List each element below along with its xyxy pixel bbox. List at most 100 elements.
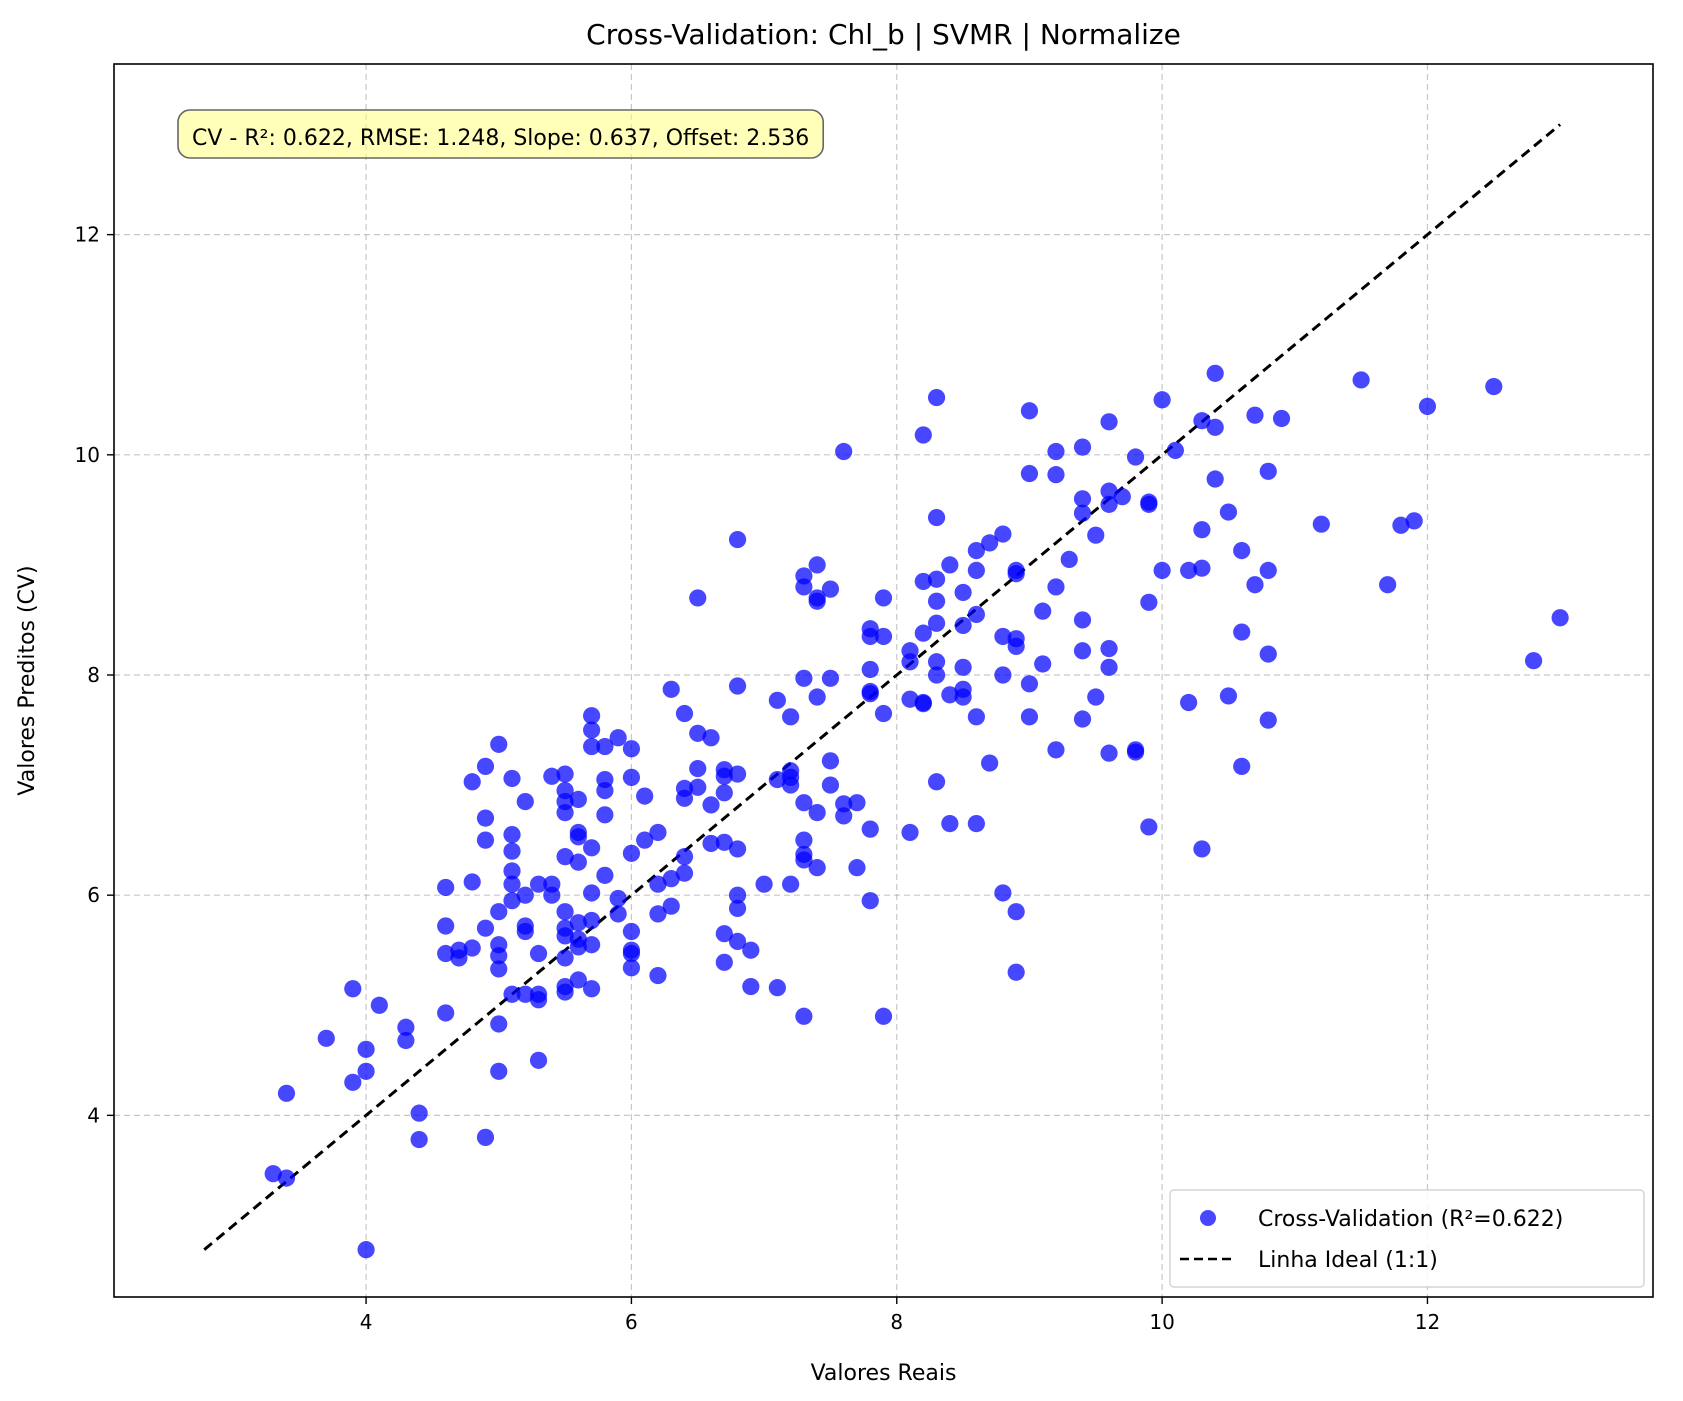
- data-point: [1153, 391, 1171, 409]
- data-point: [742, 941, 760, 959]
- data-point: [914, 426, 932, 444]
- data-point: [1073, 504, 1092, 522]
- data-point: [1193, 840, 1211, 858]
- data-point: [490, 1062, 508, 1080]
- data-point: [1060, 550, 1078, 569]
- data-point: [529, 875, 548, 893]
- legend-marker-scatter: [1200, 1210, 1216, 1226]
- data-point: [994, 525, 1012, 543]
- data-point: [583, 936, 601, 954]
- data-point: [437, 1004, 455, 1022]
- data-point: [556, 983, 574, 1001]
- data-point: [1007, 903, 1025, 921]
- data-point: [1100, 658, 1118, 676]
- data-point: [1100, 639, 1118, 658]
- y-tick-label: 10: [75, 443, 100, 467]
- data-point: [1485, 377, 1503, 396]
- data-point: [1100, 482, 1118, 500]
- chart-title: Cross-Validation: Chl_b | SVMR | Normali…: [586, 18, 1181, 51]
- data-point: [1180, 693, 1198, 712]
- data-point: [556, 848, 574, 866]
- data-point: [689, 724, 707, 742]
- data-point: [742, 977, 760, 996]
- data-point: [649, 823, 667, 842]
- data-point: [1233, 541, 1251, 560]
- data-point: [1007, 565, 1025, 583]
- y-tick-label: 8: [87, 663, 100, 687]
- data-point: [927, 773, 946, 791]
- data-point: [583, 721, 601, 739]
- data-point: [795, 578, 813, 596]
- data-point: [596, 737, 614, 756]
- data-point: [1020, 675, 1039, 693]
- data-point: [1007, 963, 1025, 981]
- data-point: [357, 1241, 375, 1259]
- data-point: [397, 1031, 415, 1050]
- data-point: [954, 616, 972, 635]
- data-point: [835, 442, 853, 461]
- x-tick-label: 12: [1415, 1310, 1440, 1334]
- data-point: [861, 685, 879, 703]
- data-point: [529, 944, 548, 963]
- data-point: [1140, 495, 1158, 513]
- data-point: [556, 765, 574, 783]
- data-point: [463, 773, 481, 791]
- data-point: [1153, 561, 1171, 580]
- ideal-line-group: [203, 123, 1562, 1251]
- data-point: [821, 580, 840, 598]
- data-point: [728, 932, 747, 951]
- data-point: [689, 589, 707, 607]
- data-point: [596, 781, 614, 800]
- data-point: [1047, 466, 1065, 484]
- data-point: [622, 844, 641, 862]
- data-point: [967, 541, 985, 560]
- data-point: [715, 784, 733, 802]
- x-axis-ticks: 4 6 8 10 12: [360, 1297, 1440, 1334]
- data-point: [1259, 462, 1277, 480]
- data-point: [490, 903, 508, 921]
- data-point: [1007, 637, 1025, 655]
- data-point: [463, 939, 481, 957]
- data-point: [808, 688, 826, 706]
- data-point: [1047, 741, 1065, 759]
- data-point: [1272, 409, 1291, 428]
- data-point: [981, 754, 999, 772]
- data-point: [476, 809, 495, 827]
- data-point: [1166, 441, 1184, 460]
- data-point: [490, 735, 508, 753]
- data-point: [662, 680, 680, 698]
- data-point: [1193, 559, 1211, 577]
- data-point: [583, 707, 601, 725]
- data-point: [1140, 593, 1158, 611]
- data-point: [1140, 818, 1158, 836]
- data-point: [1233, 757, 1251, 775]
- data-point: [821, 776, 840, 794]
- data-point: [861, 660, 879, 679]
- data-point: [622, 959, 641, 977]
- data-point: [1087, 526, 1105, 544]
- data-point: [795, 794, 813, 812]
- data-point: [569, 790, 587, 808]
- data-point: [583, 839, 601, 857]
- data-point: [874, 627, 893, 646]
- data-point: [941, 686, 959, 704]
- data-point: [556, 903, 574, 921]
- data-point: [596, 806, 614, 824]
- data-point: [516, 886, 534, 904]
- data-point: [808, 592, 826, 610]
- data-point: [344, 980, 362, 998]
- data-point: [450, 949, 468, 967]
- data-point: [503, 769, 521, 788]
- data-point: [1206, 470, 1224, 488]
- x-tick-label: 6: [625, 1310, 638, 1334]
- data-point: [927, 653, 946, 671]
- data-point: [357, 1062, 375, 1080]
- data-point: [410, 1130, 428, 1149]
- data-point: [1100, 495, 1118, 513]
- data-point: [609, 729, 627, 747]
- data-point: [1352, 371, 1370, 389]
- data-point: [516, 792, 534, 811]
- data-point: [901, 653, 919, 671]
- data-point: [728, 899, 747, 917]
- data-point: [503, 842, 521, 860]
